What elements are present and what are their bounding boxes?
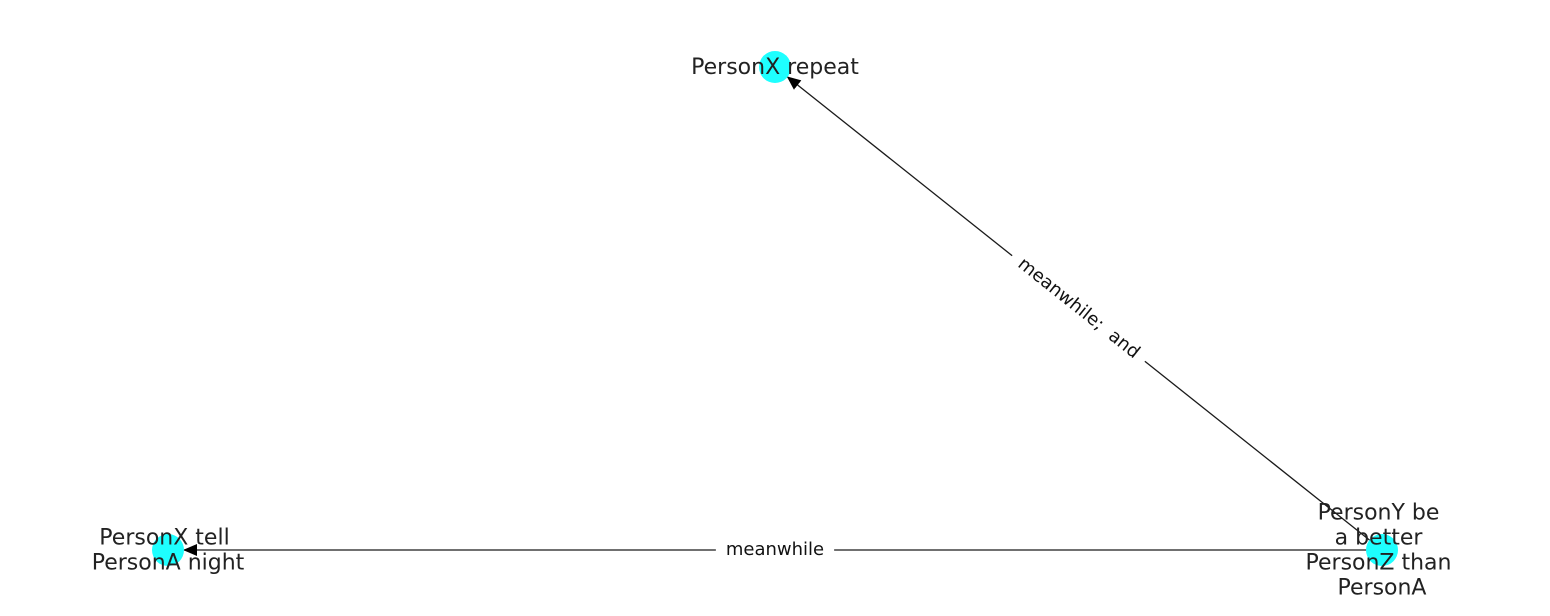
node-label-line: PersonA [1338,576,1427,601]
edge-label-background [1004,244,1154,372]
edge-label-background [715,536,835,563]
edge-better-to-repeat: meanwhile; and [786,76,1383,551]
node-label: PersonX repeat [691,55,859,80]
node-label-line: PersonX tell [99,526,229,551]
node-label-line: PersonY be [1318,501,1440,526]
edge-label-group: meanwhile [715,536,835,563]
node-personx-tell: PersonX tell PersonA night [92,526,245,576]
edge-label: meanwhile; and [1014,253,1144,363]
node-label-line: PersonZ than [1306,551,1452,576]
node-label-line: PersonX repeat [691,55,859,80]
node-label-line: a better [1335,526,1424,551]
node-label: PersonY be a better PersonZ than PersonA [1306,501,1459,601]
node-circle [152,534,184,566]
edge-label-group: meanwhile; and [1004,244,1154,372]
edges-layer: meanwhile; and meanwhile [183,76,1383,563]
edge-label: meanwhile [726,539,824,560]
edge-better-to-tell: meanwhile [183,536,1382,563]
node-label-line: PersonA night [92,551,245,576]
node-personx-repeat: PersonX repeat [691,51,859,83]
nodes-layer: PersonX repeat PersonX tell PersonA nigh… [92,51,1459,601]
node-circle [759,51,791,83]
node-persony-better: PersonY be a better PersonZ than PersonA [1306,501,1459,601]
node-label: PersonX tell PersonA night [92,526,245,576]
node-circle [1366,534,1398,566]
